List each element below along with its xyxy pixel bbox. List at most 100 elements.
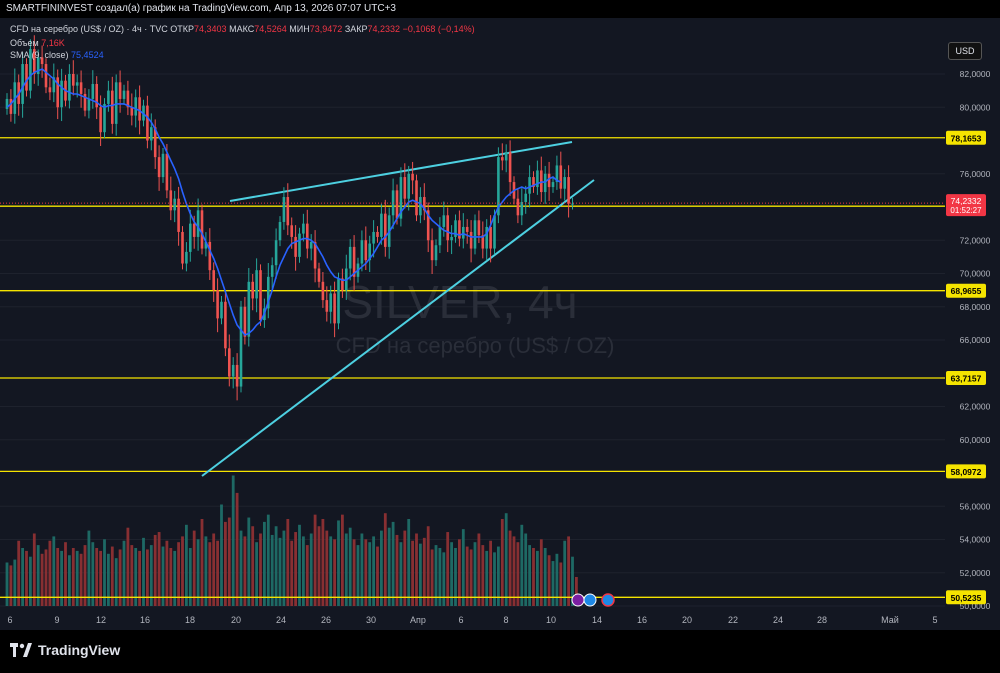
currency-button[interactable]: USD xyxy=(948,42,982,60)
candle-body xyxy=(551,182,555,188)
volume-bar xyxy=(547,555,551,606)
volume-bar xyxy=(9,565,13,606)
time-tick-label: 6 xyxy=(7,615,12,625)
volume-bar xyxy=(411,540,414,606)
volume-bar xyxy=(36,545,40,606)
volume-bar xyxy=(376,546,379,606)
volume-bar xyxy=(99,550,102,606)
candle-body xyxy=(130,107,134,116)
volume-bar xyxy=(337,520,340,606)
volume-bar xyxy=(91,542,95,606)
sma-line xyxy=(6,68,562,336)
candle-body xyxy=(473,220,477,249)
tradingview-logo-icon xyxy=(10,643,32,657)
price-tick-label: 54,0000 xyxy=(960,535,991,545)
volume-bar xyxy=(309,533,313,606)
candle-body xyxy=(165,153,169,191)
volume-bar xyxy=(528,545,531,606)
candle-body xyxy=(60,80,63,108)
grid-lines xyxy=(0,73,945,607)
volume-bar xyxy=(95,548,99,606)
legend-sma-value: 75,4524 xyxy=(71,50,104,60)
time-tick-label: 5 xyxy=(932,615,937,625)
candle-body xyxy=(83,93,87,111)
candle-body xyxy=(251,281,254,299)
time-tick-label: Апр xyxy=(410,615,426,625)
volume-bar xyxy=(415,533,418,606)
volume-bar xyxy=(391,521,395,606)
volume-bar xyxy=(407,519,411,606)
candle-body xyxy=(520,202,524,216)
volume-bar xyxy=(247,517,251,606)
legend-low-label: МИН xyxy=(289,24,310,34)
candle-body xyxy=(376,231,379,237)
flag-us-icon[interactable] xyxy=(583,593,597,607)
time-tick-label: 16 xyxy=(140,615,150,625)
volume-bar xyxy=(348,527,352,606)
candle-body xyxy=(368,243,371,261)
price-axis[interactable]: 82,0000 80,0000 76,0000 72,0000 70,0000 68,00… xyxy=(0,18,1000,630)
candle-body xyxy=(450,236,453,241)
candle-body xyxy=(192,223,196,237)
time-tick-label: 14 xyxy=(592,615,602,625)
volume-bar xyxy=(380,530,383,606)
candle-body xyxy=(309,241,313,249)
volume-bar xyxy=(251,526,255,606)
candle-body xyxy=(259,270,262,321)
legend-volume-label: Объем xyxy=(10,38,39,48)
volume-bar xyxy=(64,542,67,606)
volume-bar xyxy=(372,536,375,606)
volume-bar xyxy=(508,530,512,606)
volume-bar xyxy=(196,539,200,606)
volume-bar xyxy=(298,524,301,606)
volume-bar xyxy=(333,539,336,606)
candle-body xyxy=(559,165,563,189)
time-tick-label: 6 xyxy=(458,615,463,625)
volume-bar xyxy=(368,542,372,606)
event-icon[interactable] xyxy=(571,593,585,607)
candle-body xyxy=(107,90,110,104)
volume-bar xyxy=(266,514,270,606)
candles xyxy=(5,35,574,401)
price-chart[interactable]: SILVER, 4ч CFD на серебро (US$ / OZ) 82,… xyxy=(0,18,1000,630)
tradingview-logo[interactable]: TradingView xyxy=(10,642,120,658)
candle-body xyxy=(380,213,383,237)
volume-bar xyxy=(25,550,28,606)
candle-body xyxy=(547,173,551,188)
flag-us-icon[interactable] xyxy=(601,593,615,607)
legend-high-label: МАКС xyxy=(229,24,255,34)
candle-body xyxy=(212,270,215,291)
candle-body xyxy=(493,215,496,249)
volume-bar xyxy=(130,545,134,606)
candle-body xyxy=(555,165,559,183)
candle-body xyxy=(407,173,410,199)
volume-bar xyxy=(259,533,262,606)
price-tick-label: 70,0000 xyxy=(960,269,991,279)
legend-symbol: CFD на серебро (US$ / OZ) · 4ч · TVC xyxy=(10,24,168,34)
time-axis[interactable]: 6 9 12 16 18 20 24 26 30 Апр 6 8 10 14 16 20 22 24 28 Май 5 xyxy=(0,610,1000,630)
volume-bar xyxy=(504,513,508,606)
candle-body xyxy=(181,231,184,264)
current-price-tag xyxy=(946,194,986,217)
candle-body xyxy=(508,152,512,183)
volume-bar xyxy=(13,559,17,606)
volume-bar xyxy=(563,540,567,606)
volume-bar xyxy=(446,532,450,606)
event-markers[interactable] xyxy=(571,593,615,607)
lower-trend-line[interactable] xyxy=(201,179,595,477)
volume-bar xyxy=(263,521,266,606)
candle-body xyxy=(419,197,422,216)
candle-body xyxy=(313,241,317,269)
volume-bar xyxy=(438,548,442,606)
candle-body xyxy=(469,231,473,249)
candle-body xyxy=(454,220,457,237)
candle-body xyxy=(270,265,274,277)
legend-low: 73,9472 xyxy=(309,24,343,34)
volume-bar xyxy=(434,545,438,606)
level-price-label: 63,7157 xyxy=(951,373,982,383)
volume-bar xyxy=(5,562,9,606)
volume-bar xyxy=(83,545,87,606)
chart-area[interactable]: SILVER, 4ч CFD на серебро (US$ / OZ) 82,… xyxy=(0,18,1000,630)
volume-bar xyxy=(555,553,559,606)
horizontal-levels[interactable] xyxy=(0,137,945,598)
